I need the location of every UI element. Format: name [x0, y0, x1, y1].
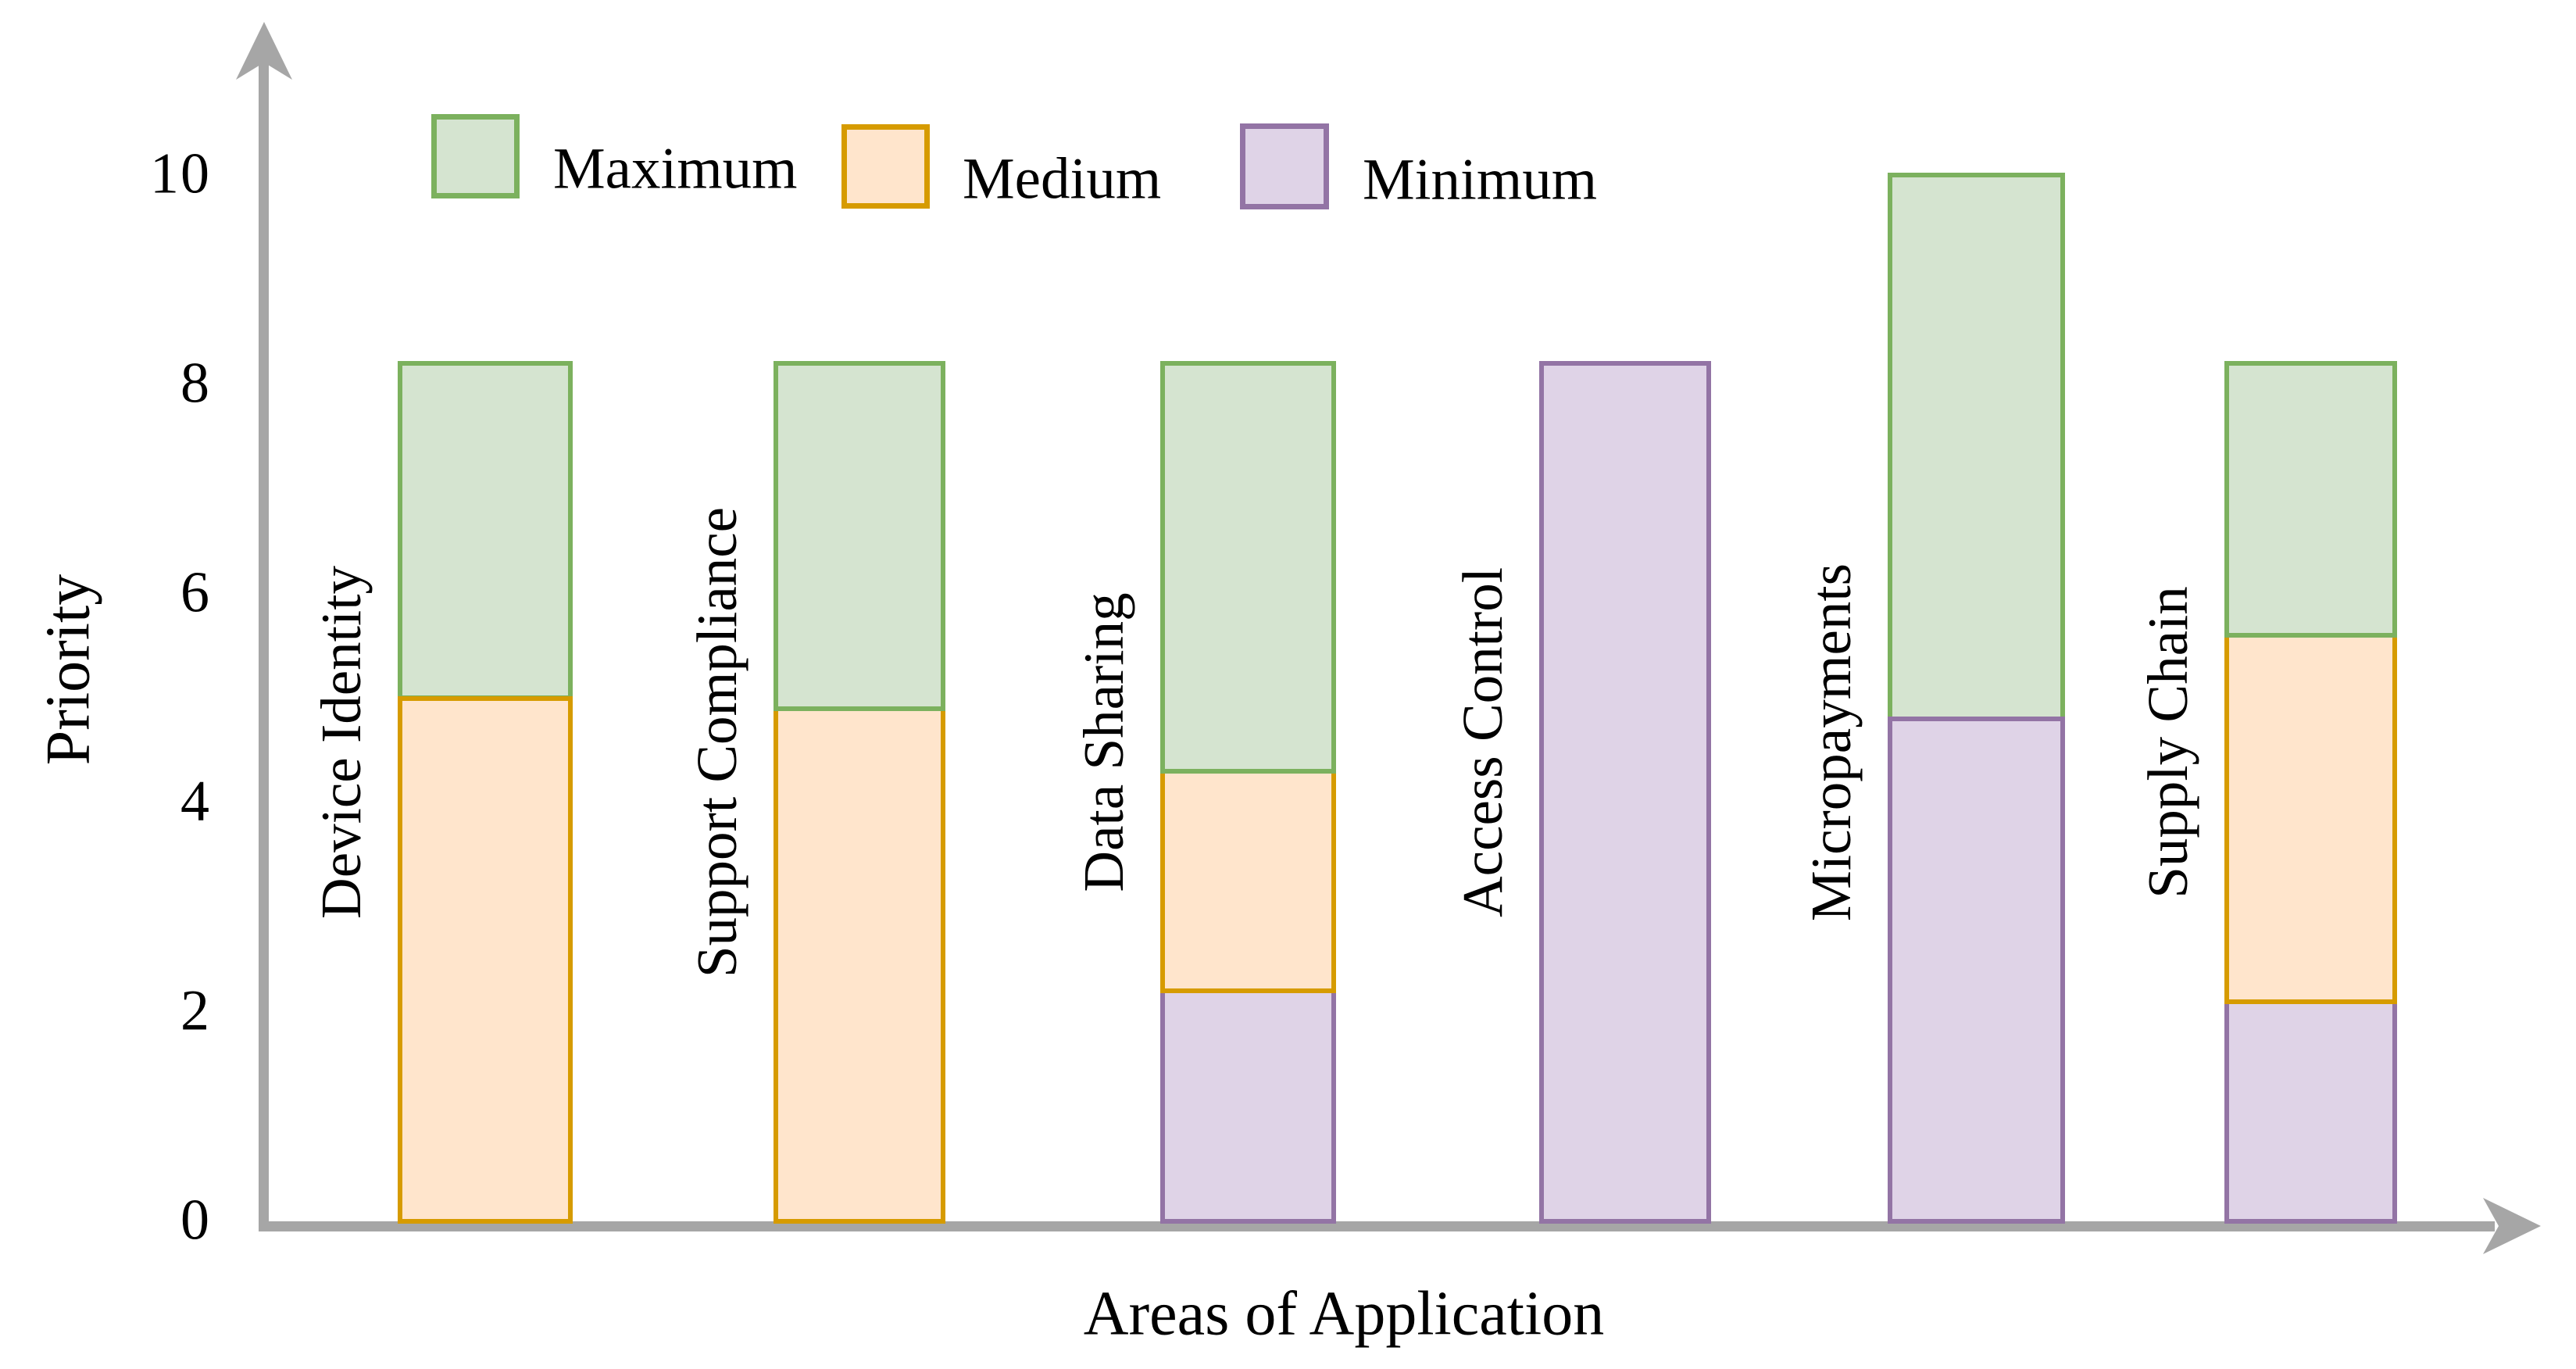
y-tick-label-0: 0 [180, 1188, 211, 1253]
x-axis-arrowhead-icon [2483, 1198, 2541, 1254]
bar-segment-minimum [2224, 999, 2397, 1224]
bar-segment-minimum [1539, 361, 1711, 1224]
legend-swatch-minimum [1240, 123, 1329, 209]
legend-label-medium: Medium [963, 146, 1162, 212]
y-axis-arrowhead-icon [236, 22, 292, 80]
legend-swatch-medium [841, 124, 930, 209]
x-axis-title: Areas of Application [1083, 1279, 1605, 1349]
y-tick-label-8: 8 [180, 351, 211, 416]
category-label: Device Identity [309, 565, 373, 920]
y-axis-line [259, 43, 269, 1231]
category-label: Support Compliance [685, 506, 749, 978]
bar-segment-maximum [2224, 361, 2397, 638]
bar-segment-medium [398, 695, 573, 1224]
x-axis-line [259, 1221, 2495, 1231]
bar-segment-maximum [1160, 361, 1336, 774]
bar-segment-minimum [1160, 988, 1336, 1224]
bar-segment-medium [1160, 769, 1336, 994]
bar-segment-maximum [398, 361, 573, 701]
category-label: Access Control [1451, 567, 1514, 918]
bar-segment-medium [774, 706, 945, 1224]
bar-segment-minimum [1888, 717, 2065, 1224]
bar-segment-maximum [1888, 173, 2065, 722]
legend-label-maximum: Maximum [553, 136, 798, 202]
bar-segment-maximum [774, 361, 945, 711]
legend-swatch-maximum [431, 114, 520, 198]
y-tick-label-4: 4 [180, 769, 211, 834]
y-tick-label-2: 2 [180, 978, 211, 1043]
category-label: Micropayments [1799, 563, 1863, 922]
y-tick-label-10: 10 [150, 141, 211, 206]
y-tick-label-6: 6 [180, 560, 211, 625]
legend-label-minimum: Minimum [1363, 147, 1598, 213]
bar-segment-medium [2224, 633, 2397, 1004]
category-label: Data Sharing [1072, 592, 1135, 892]
category-label: Supply Chain [2136, 586, 2199, 899]
